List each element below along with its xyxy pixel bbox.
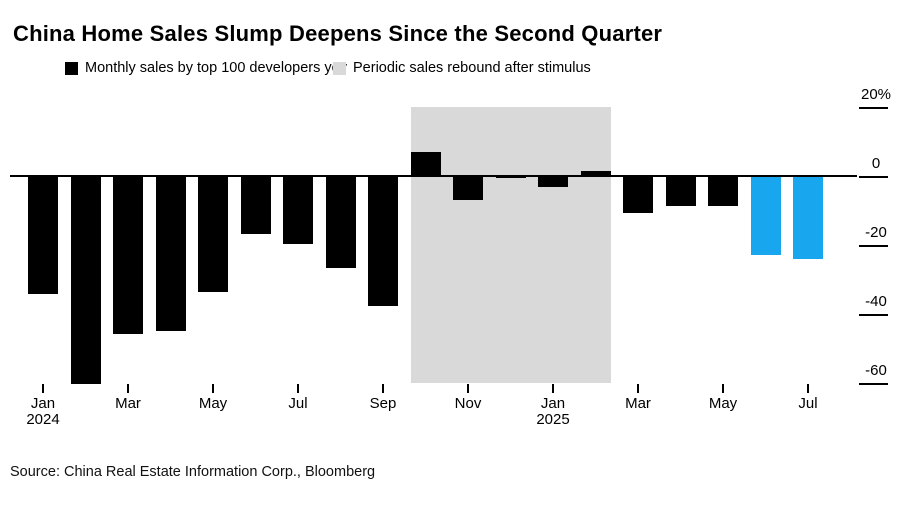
x-axis-label-jan-2025: Jan 2025 bbox=[523, 396, 583, 428]
bar-jan-2024 bbox=[28, 176, 58, 294]
x-axis-tick-nov-2024 bbox=[467, 384, 469, 393]
x-axis-label-mar-2024: Mar bbox=[115, 395, 141, 412]
y-axis-label-20: 20% bbox=[860, 86, 892, 103]
x-axis-tick-may-2024 bbox=[212, 384, 214, 393]
x-axis-label-jul-2024: Jul bbox=[288, 395, 308, 412]
bar-jan-2025 bbox=[538, 176, 568, 187]
y-axis-label--20: -20 bbox=[865, 224, 887, 241]
x-axis-year-label: 2025 bbox=[536, 411, 570, 428]
chart-title: China Home Sales Slump Deepens Since the… bbox=[13, 21, 663, 46]
bar-apr-2025 bbox=[665, 176, 696, 206]
bar-jul-2025 bbox=[793, 176, 823, 259]
bar-oct-2024 bbox=[410, 152, 441, 176]
y-axis-tick--40 bbox=[859, 314, 888, 316]
bar-mar-2024 bbox=[113, 176, 143, 334]
y-axis-tick--60 bbox=[859, 383, 888, 385]
y-axis-tick--20 bbox=[859, 245, 888, 247]
x-axis-tick-may-2025 bbox=[722, 384, 724, 393]
y-axis-tick-20 bbox=[859, 107, 888, 109]
bar-mar-2025 bbox=[623, 176, 653, 213]
legend-item-stimulus-rebound: Periodic sales rebound after stimulus bbox=[333, 60, 591, 76]
legend-item-monthly-sales: Monthly sales by top 100 developers yoy bbox=[65, 60, 347, 76]
x-axis-tick-jan-2025 bbox=[552, 384, 554, 393]
bar-feb-2025 bbox=[580, 171, 611, 176]
y-axis-label--40: -40 bbox=[865, 293, 887, 310]
bar-nov-2024 bbox=[453, 176, 483, 200]
x-axis-tick-mar-2025 bbox=[637, 384, 639, 393]
x-axis-label-mar-2025: Mar bbox=[625, 395, 651, 412]
y-axis-label-0: 0 bbox=[871, 155, 881, 172]
x-axis-label-jul-2025: Jul bbox=[798, 395, 818, 412]
x-axis-label-nov-2024: Nov bbox=[454, 395, 482, 412]
legend-label-monthly-sales: Monthly sales by top 100 developers yoy bbox=[85, 60, 347, 76]
bar-may-2025 bbox=[708, 176, 738, 206]
x-axis-label-may-2025: May bbox=[708, 395, 738, 412]
bar-sep-2024 bbox=[368, 176, 398, 306]
y-axis-tick-0 bbox=[859, 176, 888, 178]
x-axis-label-sep-2024: Sep bbox=[369, 395, 397, 412]
stimulus-period-band bbox=[410, 107, 611, 383]
x-axis-year-label: 2024 bbox=[26, 411, 60, 428]
x-axis-tick-sep-2024 bbox=[382, 384, 384, 393]
x-axis-tick-jul-2024 bbox=[297, 384, 299, 393]
x-axis-tick-jul-2025 bbox=[807, 384, 809, 393]
legend-swatch-gray bbox=[333, 61, 346, 75]
x-axis-label-jan-2024: Jan 2024 bbox=[13, 396, 73, 428]
zero-axis-line bbox=[10, 175, 857, 177]
bar-apr-2024 bbox=[155, 176, 186, 331]
legend-swatch-black bbox=[65, 61, 78, 75]
x-axis-label-may-2024: May bbox=[198, 395, 228, 412]
bar-jun-2024 bbox=[240, 176, 271, 234]
bar-may-2024 bbox=[198, 176, 228, 292]
x-axis-tick-mar-2024 bbox=[127, 384, 129, 393]
legend-label-stimulus-rebound: Periodic sales rebound after stimulus bbox=[353, 60, 591, 76]
y-axis-label--60: -60 bbox=[865, 362, 887, 379]
bar-feb-2024 bbox=[70, 176, 101, 384]
bar-dec-2024 bbox=[495, 176, 526, 178]
source-note: Source: China Real Estate Information Co… bbox=[10, 464, 376, 480]
x-axis-tick-jan-2024 bbox=[42, 384, 44, 393]
bar-jun-2025 bbox=[750, 176, 781, 255]
bar-aug-2024 bbox=[325, 176, 356, 268]
bar-jul-2024 bbox=[283, 176, 313, 244]
